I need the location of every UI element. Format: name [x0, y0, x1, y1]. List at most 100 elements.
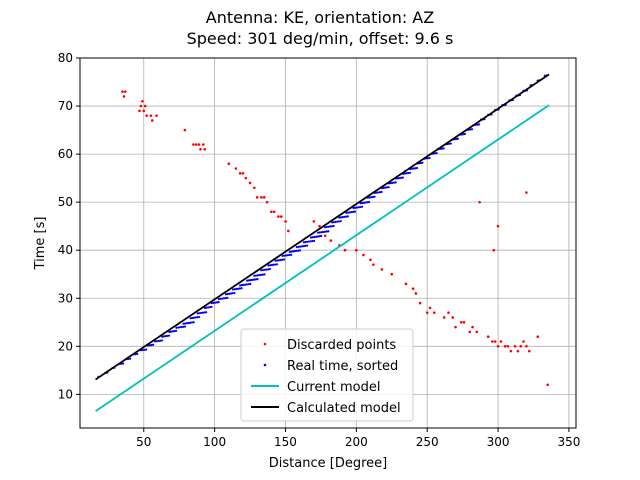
- legend-marker: [263, 342, 267, 346]
- real-time-point: [199, 311, 203, 315]
- real-time-point: [322, 230, 325, 234]
- real-time-point: [136, 352, 139, 355]
- real-time-point: [337, 220, 341, 223]
- real-time-point: [476, 123, 479, 126]
- real-time-point: [433, 152, 436, 155]
- real-time-point: [412, 167, 415, 170]
- discarded-point: [284, 220, 287, 223]
- real-time-point: [309, 236, 313, 239]
- real-time-point: [336, 220, 339, 223]
- real-time-point: [391, 181, 394, 184]
- discarded-point: [404, 282, 408, 286]
- real-time-point: [224, 296, 227, 300]
- x-tick-label: 150: [274, 435, 297, 449]
- discarded-point: [138, 109, 141, 113]
- real-time-point: [277, 259, 281, 262]
- real-time-point: [331, 221, 334, 224]
- discarded-point: [454, 325, 457, 329]
- real-time-point: [189, 321, 192, 324]
- real-time-point: [207, 306, 210, 309]
- real-time-point: [244, 283, 247, 286]
- real-time-point: [318, 231, 321, 234]
- real-time-point: [162, 335, 165, 338]
- real-time-point: [268, 267, 271, 271]
- real-time-point: [246, 279, 249, 282]
- real-time-point: [355, 206, 359, 209]
- real-time-point: [447, 142, 451, 145]
- discarded-point: [442, 316, 446, 319]
- chart-title-line1: Antenna: KE, orientation: AZ: [205, 8, 435, 27]
- discarded-point: [329, 239, 333, 242]
- real-time-point: [348, 211, 351, 214]
- x-tick-label: 200: [345, 435, 368, 449]
- real-time-point: [311, 236, 314, 239]
- real-time-point: [385, 186, 389, 189]
- discarded-point: [496, 224, 500, 228]
- real-time-point: [192, 321, 195, 324]
- real-time-point: [159, 339, 162, 342]
- real-time-point: [279, 258, 282, 262]
- real-time-point: [426, 157, 429, 160]
- real-time-point: [288, 253, 291, 257]
- real-time-point: [208, 306, 211, 309]
- discarded-point: [546, 383, 549, 387]
- real-time-point: [180, 325, 183, 329]
- real-time-point: [405, 172, 408, 175]
- real-time-point: [477, 123, 481, 126]
- real-time-point: [410, 167, 413, 170]
- real-time-point: [378, 191, 381, 194]
- real-time-point: [298, 249, 302, 252]
- real-time-point: [274, 259, 277, 262]
- discarded-point: [519, 345, 523, 348]
- real-time-point: [295, 245, 298, 249]
- discarded-point: [451, 316, 455, 319]
- real-time-point: [267, 268, 270, 271]
- real-time-point: [352, 210, 355, 213]
- discarded-point: [492, 248, 496, 252]
- discarded-point: [121, 90, 124, 93]
- real-time-point: [295, 249, 298, 252]
- y-tick-label: 80: [58, 51, 73, 65]
- x-tick-label: 300: [487, 435, 510, 449]
- real-time-point: [318, 235, 321, 238]
- real-time-point: [210, 305, 213, 309]
- discarded-point: [418, 301, 422, 305]
- discarded-point: [506, 345, 510, 348]
- real-time-point: [152, 343, 155, 346]
- real-time-point: [325, 225, 328, 229]
- x-axis-label: Distance [Degree]: [269, 456, 387, 471]
- real-time-point: [398, 176, 401, 180]
- discarded-point: [265, 200, 269, 204]
- real-time-point: [245, 283, 249, 286]
- y-axis-label: Time [s]: [33, 217, 48, 271]
- series-line: [95, 104, 550, 412]
- real-time-point: [304, 240, 307, 244]
- real-time-point: [449, 142, 452, 145]
- real-time-point: [183, 325, 186, 328]
- legend-label: Real time, sorted: [287, 359, 398, 374]
- real-time-point: [421, 161, 424, 164]
- real-time-point: [300, 245, 304, 248]
- real-time-point: [253, 274, 256, 277]
- real-time-point: [187, 321, 190, 325]
- real-time-point: [290, 253, 293, 256]
- real-time-point: [281, 258, 284, 261]
- real-time-point: [324, 226, 327, 229]
- discarded-point: [192, 143, 195, 146]
- real-time-point: [249, 279, 252, 282]
- real-time-point: [169, 330, 173, 333]
- real-time-point: [382, 186, 385, 189]
- x-tick-label: 50: [136, 435, 151, 449]
- discarded-point: [124, 90, 127, 93]
- real-time-point: [309, 240, 312, 243]
- discarded-point: [238, 172, 242, 175]
- discarded-point: [241, 172, 245, 175]
- real-time-point: [389, 181, 392, 185]
- real-time-point: [260, 269, 263, 272]
- y-tick-label: 10: [58, 387, 73, 401]
- real-time-point: [129, 357, 132, 360]
- discarded-point: [312, 220, 316, 223]
- real-time-point: [364, 201, 367, 204]
- real-time-point: [345, 215, 348, 218]
- real-time-point: [254, 278, 257, 281]
